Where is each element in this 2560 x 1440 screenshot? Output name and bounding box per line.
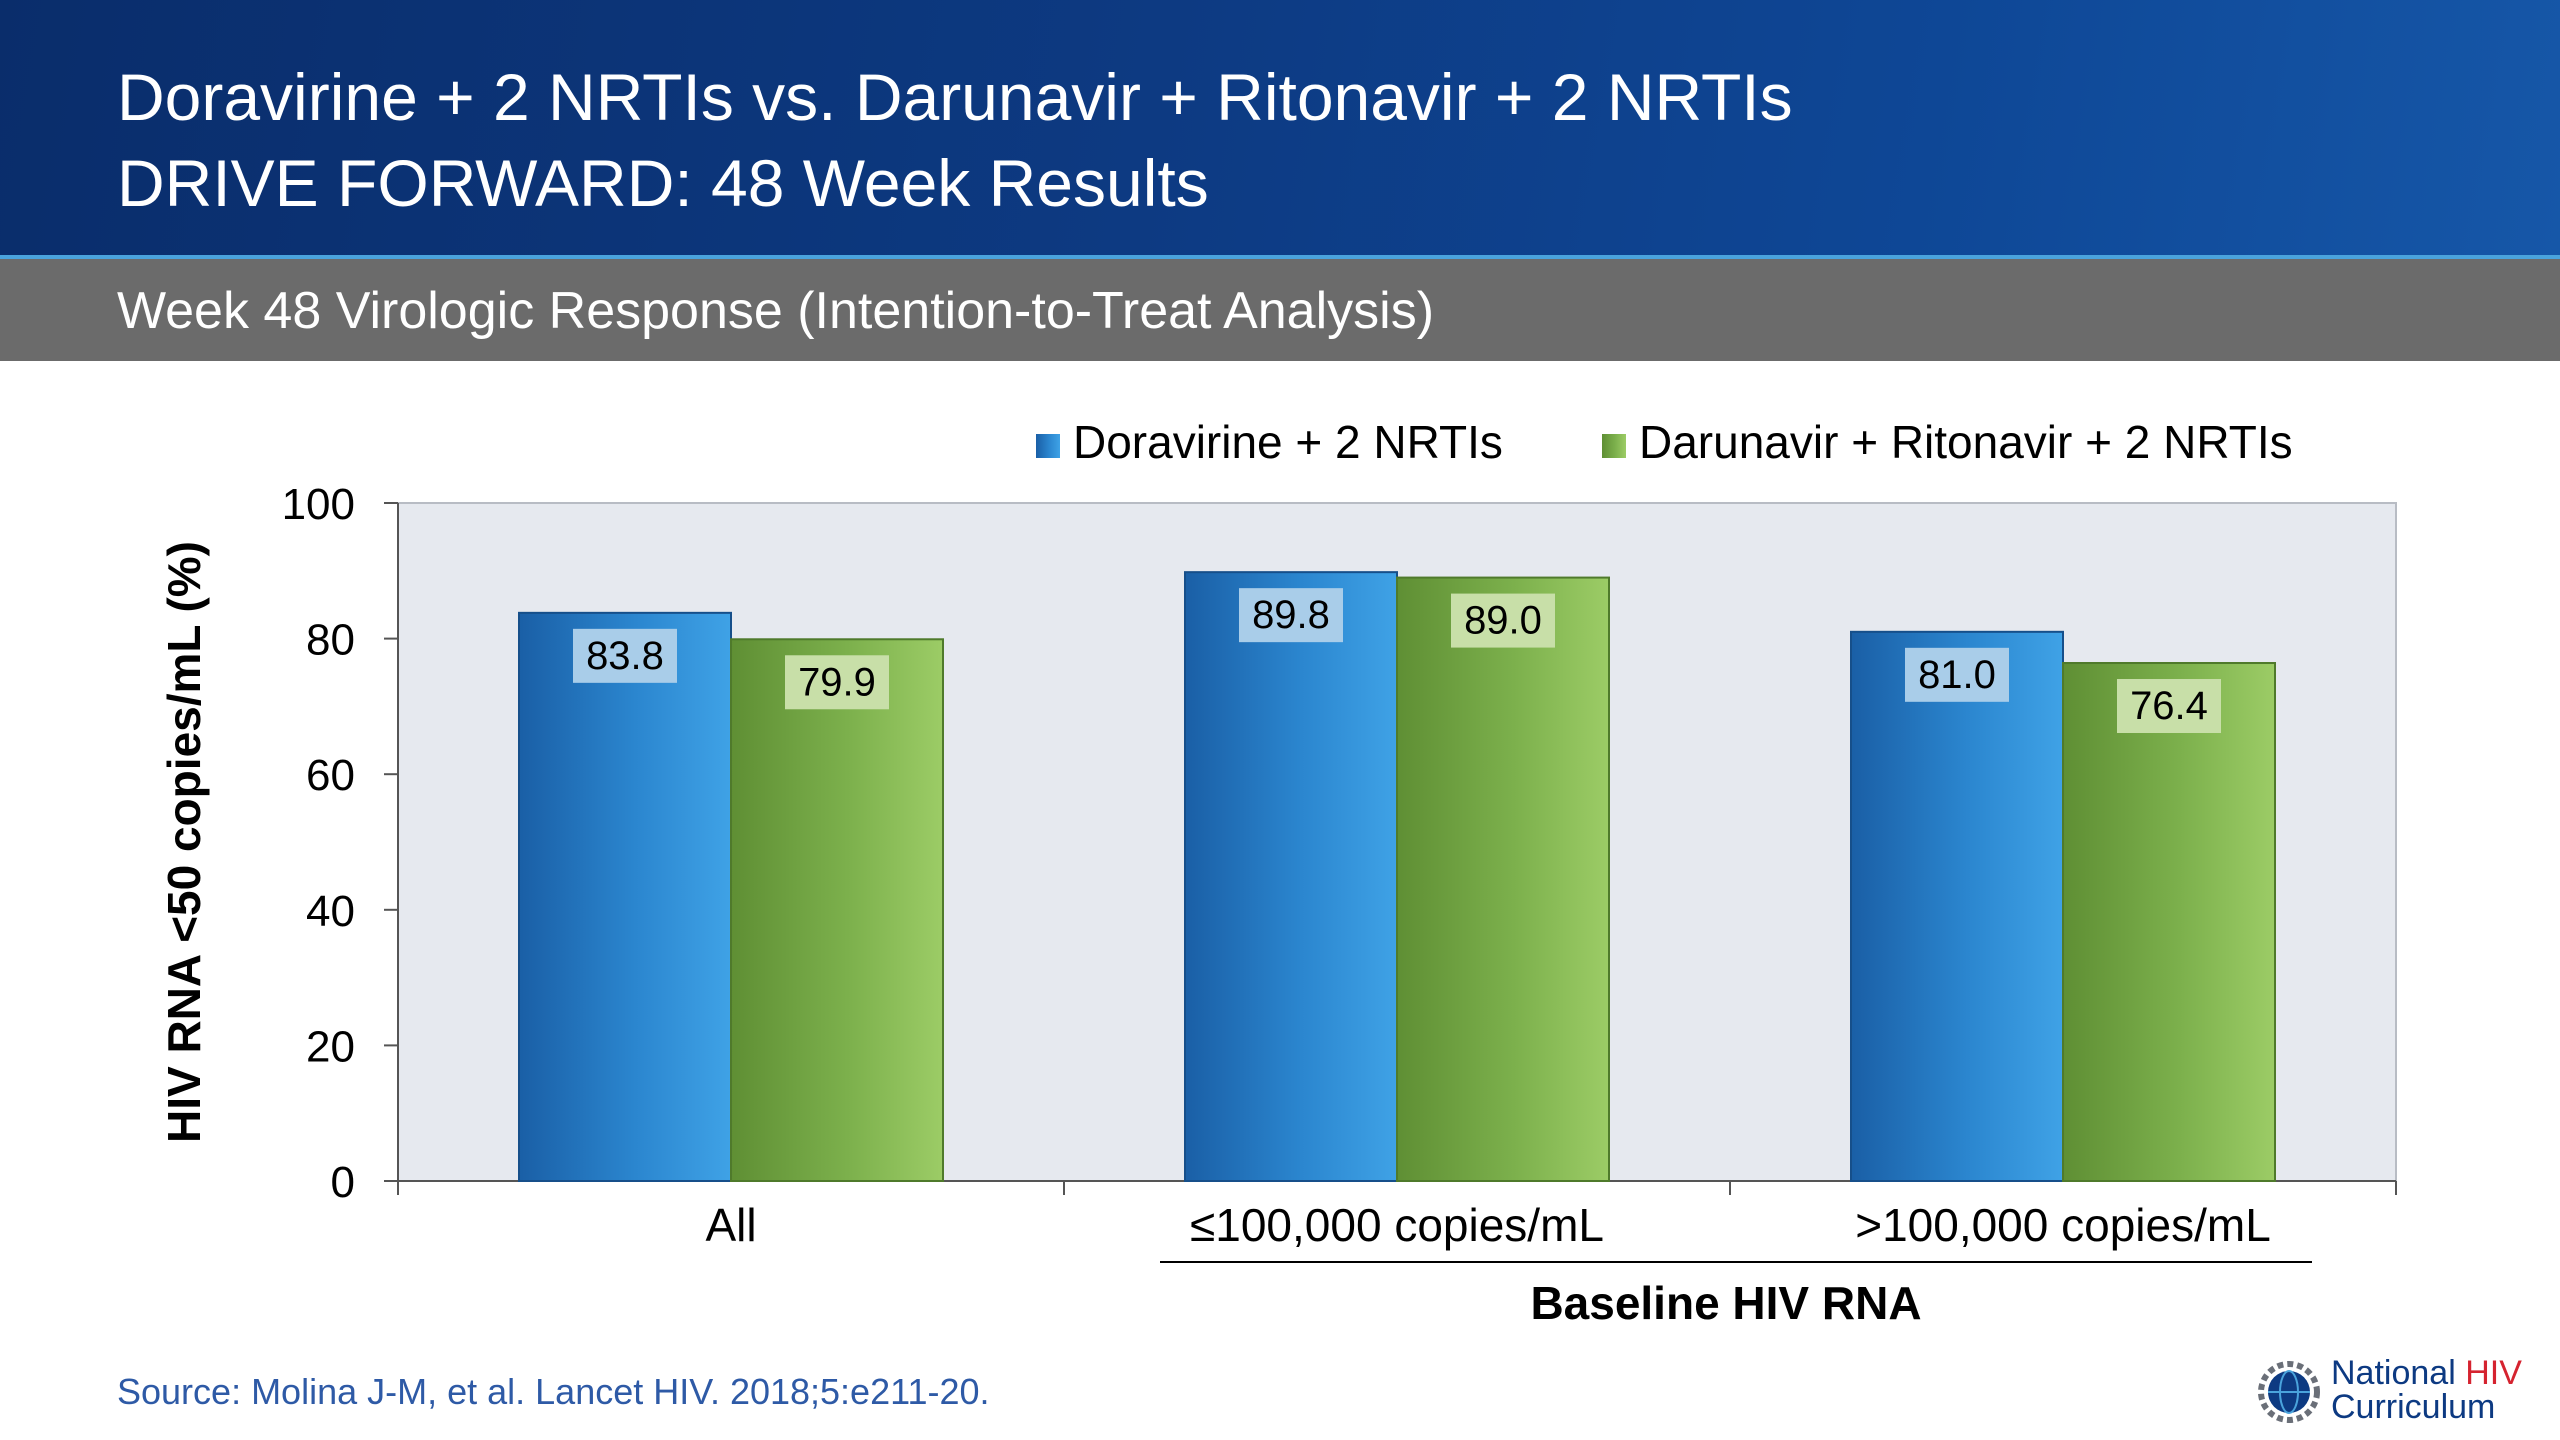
y-tick-label: 40	[306, 887, 355, 936]
y-tick-label: 100	[282, 480, 355, 529]
source-citation: Source: Molina J-M, et al. Lancet HIV. 2…	[117, 1371, 990, 1412]
slide-header	[0, 0, 2560, 255]
bar-value-label-box	[1451, 593, 1555, 648]
logo-text-line-2: Curriculum	[2331, 1388, 2496, 1426]
logo-text-line-1: National HIV	[2331, 1356, 2522, 1390]
logo-text-main: National	[2331, 1354, 2466, 1392]
x-tick-label: All	[705, 1199, 756, 1251]
bar-darunavir	[1396, 576, 1610, 1182]
bar-value-label: 89.0	[1464, 599, 1542, 643]
slide-title-line-1: Doravirine + 2 NRTIs vs. Darunavir + Rit…	[117, 60, 1793, 134]
national-hiv-curriculum-logo: National HIV Curriculum	[2255, 1352, 2555, 1432]
bar-chart: Doravirine + 2 NRTIs Darunavir + Ritonav…	[158, 416, 2397, 1329]
legend-swatch-darunavir	[1602, 434, 1626, 458]
bar-value-label-box	[573, 628, 677, 683]
legend-swatch-doravirine	[1036, 434, 1060, 458]
logo-text-accent: HIV	[2465, 1354, 2522, 1392]
y-tick-label: 20	[306, 1022, 355, 1071]
slide-title-line-2: DRIVE FORWARD: 48 Week Results	[117, 146, 1209, 220]
x-tick-label: >100,000 copies/mL	[1855, 1199, 2271, 1251]
y-tick-label: 60	[306, 751, 355, 800]
bar-value-label: 83.8	[586, 634, 664, 678]
legend-label-darunavir: Darunavir + Ritonavir + 2 NRTIs	[1639, 416, 2293, 468]
bar-darunavir	[2062, 662, 2276, 1182]
y-axis-label: HIV RNA <50 copies/mL (%)	[158, 541, 210, 1143]
bar-value-label: 76.4	[2130, 684, 2208, 728]
slide-subtitle: Week 48 Virologic Response (Intention-to…	[117, 282, 1435, 340]
header-divider	[0, 255, 2560, 259]
bar-doravirine	[1184, 571, 1398, 1182]
bar-value-label-box	[1905, 647, 2009, 702]
bar-value-label: 81.0	[1918, 653, 1996, 697]
legend-label-doravirine: Doravirine + 2 NRTIs	[1073, 416, 1503, 468]
bar-doravirine	[1850, 630, 2064, 1182]
subtitle-bar	[0, 259, 2560, 361]
bar-value-label-box	[785, 655, 889, 710]
y-tick-label: 80	[306, 616, 355, 665]
x-tick-label: ≤100,000 copies/mL	[1190, 1199, 1604, 1251]
bar-value-label: 89.8	[1252, 593, 1330, 637]
x-group-label: Baseline HIV RNA	[1530, 1277, 1921, 1329]
bar-value-label-box	[1239, 588, 1343, 643]
bars: 83.8 79.9 89.8 89.0 81.0 76.4	[518, 571, 2276, 1182]
bar-value-label-box	[2117, 679, 2221, 734]
bar-doravirine	[518, 611, 732, 1182]
bar-value-label: 79.9	[798, 660, 876, 704]
y-tick-label: 0	[331, 1158, 355, 1207]
gear-globe-icon	[2258, 1361, 2320, 1423]
chart-legend: Doravirine + 2 NRTIs Darunavir + Ritonav…	[1036, 416, 2293, 468]
bar-darunavir	[730, 638, 944, 1182]
